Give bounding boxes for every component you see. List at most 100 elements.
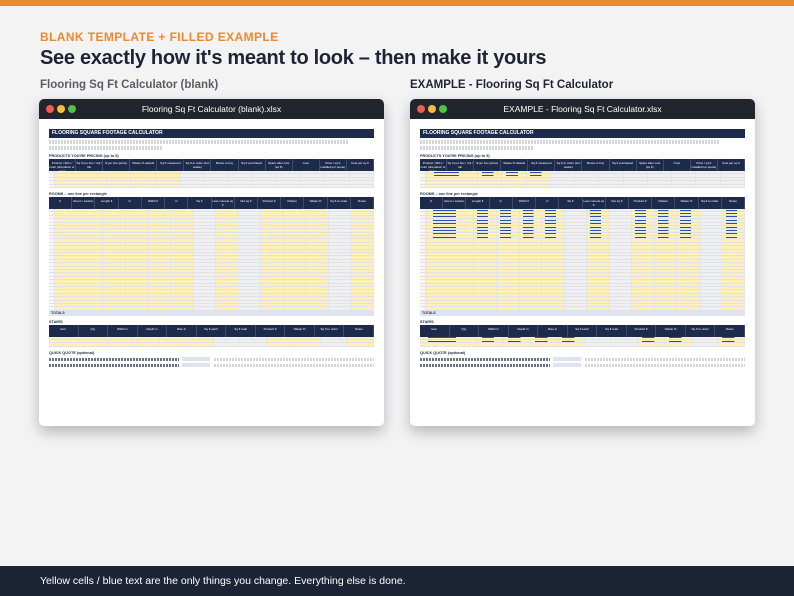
table-cell[interactable] <box>587 229 610 232</box>
table-cell[interactable] <box>351 236 374 239</box>
table-cell[interactable] <box>216 225 239 229</box>
table-cell[interactable] <box>49 340 107 343</box>
table-cell[interactable] <box>148 236 172 239</box>
table-cell[interactable] <box>186 343 214 346</box>
table-cell[interactable] <box>103 290 126 293</box>
table-cell[interactable] <box>496 242 520 246</box>
table-cell[interactable] <box>283 212 307 215</box>
table-cell[interactable] <box>426 181 479 184</box>
table-cell[interactable] <box>587 256 610 259</box>
table-cell[interactable] <box>519 249 543 253</box>
table-cell[interactable] <box>654 263 678 266</box>
table-cell[interactable] <box>148 276 172 280</box>
table-cell[interactable] <box>587 297 610 300</box>
table-cell[interactable] <box>160 336 187 340</box>
table-cell[interactable] <box>519 290 543 293</box>
table-cell[interactable] <box>55 229 104 232</box>
table-cell[interactable] <box>283 266 307 269</box>
table-cell[interactable] <box>504 340 532 343</box>
table-cell[interactable] <box>519 263 543 266</box>
table-cell[interactable] <box>474 212 497 215</box>
table-cell[interactable] <box>587 263 610 266</box>
table-cell[interactable] <box>351 219 374 222</box>
table-cell[interactable] <box>306 283 329 286</box>
table-cell[interactable] <box>306 307 329 310</box>
table-cell[interactable] <box>587 208 610 212</box>
table-cell[interactable] <box>155 174 180 177</box>
table-cell[interactable] <box>216 249 239 253</box>
table-cell[interactable] <box>587 253 610 256</box>
table-cell[interactable] <box>283 283 307 286</box>
table-cell[interactable] <box>261 297 284 300</box>
table-cell[interactable] <box>306 246 329 249</box>
table-cell[interactable] <box>654 259 678 263</box>
table-cell[interactable] <box>496 286 520 290</box>
table-cell[interactable] <box>131 171 156 174</box>
table-cell[interactable] <box>519 269 543 273</box>
table-cell[interactable] <box>722 259 745 263</box>
table-cell[interactable] <box>542 307 565 310</box>
table-cell[interactable] <box>171 280 194 283</box>
table-cell[interactable] <box>496 229 520 232</box>
table-cell[interactable] <box>125 307 149 310</box>
table-cell[interactable] <box>478 181 503 184</box>
table-cell[interactable] <box>125 276 149 280</box>
table-cell[interactable] <box>474 290 497 293</box>
table-cell[interactable] <box>542 212 565 215</box>
table-cell[interactable] <box>55 181 108 184</box>
table-cell[interactable] <box>160 343 187 346</box>
table-cell[interactable] <box>49 336 107 340</box>
table-cell[interactable] <box>496 249 520 253</box>
table-cell[interactable] <box>261 253 284 256</box>
table-cell[interactable] <box>351 215 374 219</box>
table-cell[interactable] <box>677 259 700 263</box>
table-cell[interactable] <box>542 249 565 253</box>
table-cell[interactable] <box>519 219 543 222</box>
table-cell[interactable] <box>103 307 126 310</box>
table-cell[interactable] <box>677 222 700 225</box>
table-cell[interactable] <box>103 280 126 283</box>
table-cell[interactable] <box>632 225 655 229</box>
table-cell[interactable] <box>103 208 126 212</box>
table-cell[interactable] <box>542 259 565 263</box>
table-cell[interactable] <box>677 232 700 236</box>
table-cell[interactable] <box>496 246 520 249</box>
table-cell[interactable] <box>638 336 665 340</box>
table-cell[interactable] <box>55 266 104 269</box>
table-cell[interactable] <box>542 283 565 286</box>
table-cell[interactable] <box>148 232 172 236</box>
table-cell[interactable] <box>632 290 655 293</box>
table-cell[interactable] <box>306 222 329 225</box>
table-cell[interactable] <box>283 242 307 246</box>
table-cell[interactable] <box>722 222 745 225</box>
table-cell[interactable] <box>542 263 565 266</box>
table-cell[interactable] <box>496 232 520 236</box>
table-cell[interactable] <box>171 303 194 307</box>
table-cell[interactable] <box>542 222 565 225</box>
table-cell[interactable] <box>261 286 284 290</box>
table-cell[interactable] <box>677 280 700 283</box>
table-cell[interactable] <box>261 307 284 310</box>
table-cell[interactable] <box>55 232 104 236</box>
table-cell[interactable] <box>283 286 307 290</box>
table-cell[interactable] <box>125 212 149 215</box>
table-cell[interactable] <box>722 256 745 259</box>
table-cell[interactable] <box>216 297 239 300</box>
table-cell[interactable] <box>125 293 149 297</box>
table-cell[interactable] <box>496 276 520 280</box>
table-cell[interactable] <box>722 300 745 303</box>
table-cell[interactable] <box>474 266 497 269</box>
table-cell[interactable] <box>722 225 745 229</box>
table-cell[interactable] <box>496 297 520 300</box>
maximize-window-icon[interactable] <box>439 105 447 113</box>
table-cell[interactable] <box>171 246 194 249</box>
table-cell[interactable] <box>474 246 497 249</box>
table-cell[interactable] <box>718 343 745 346</box>
table-cell[interactable] <box>587 303 610 307</box>
table-cell[interactable] <box>261 229 284 232</box>
table-cell[interactable] <box>496 212 520 215</box>
table-cell[interactable] <box>306 286 329 290</box>
table-cell[interactable] <box>55 263 104 266</box>
table-cell[interactable] <box>171 290 194 293</box>
table-cell[interactable] <box>351 269 374 273</box>
